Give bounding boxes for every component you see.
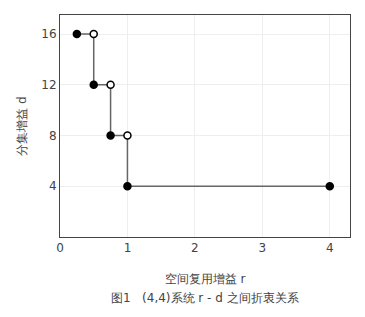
svg-text:图1 (4,4)系统 r - d 之间折衷关系: 图1 (4,4)系统 r - d 之间折衷关系 xyxy=(111,291,299,305)
svg-text:8: 8 xyxy=(49,129,57,143)
svg-text:1: 1 xyxy=(124,241,132,255)
svg-text:0: 0 xyxy=(56,241,64,255)
svg-text:4: 4 xyxy=(326,241,334,255)
svg-text:3: 3 xyxy=(259,241,267,255)
svg-text:2: 2 xyxy=(191,241,199,255)
svg-text:空间复用增益 r: 空间复用增益 r xyxy=(165,272,246,286)
svg-text:分集增益 d: 分集增益 d xyxy=(15,96,29,155)
svg-text:16: 16 xyxy=(41,27,56,41)
svg-text:12: 12 xyxy=(41,78,56,92)
svg-text:4: 4 xyxy=(49,179,57,193)
